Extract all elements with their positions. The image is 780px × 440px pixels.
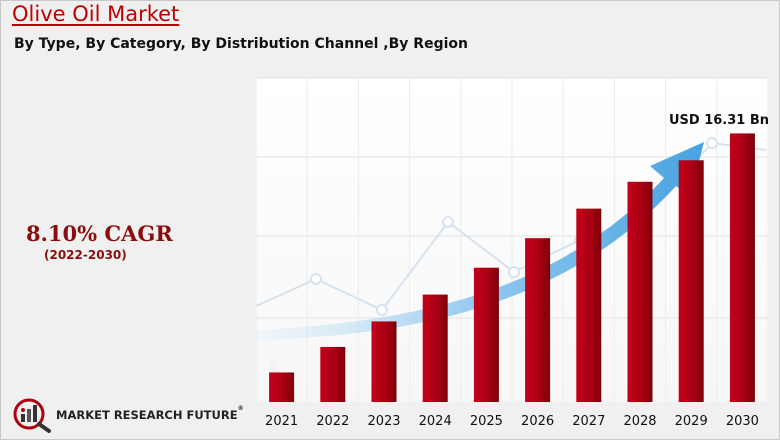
- bar-2023: [371, 321, 397, 402]
- chart-subtitle: By Type, By Category, By Distribution Ch…: [14, 36, 468, 52]
- bar-2025: [473, 267, 499, 402]
- bar-2024: [422, 294, 448, 402]
- bar-2026: [525, 238, 551, 402]
- ghost-marker: [706, 137, 718, 149]
- x-tick-label: 2023: [367, 414, 400, 429]
- x-tick-label: 2024: [419, 414, 452, 429]
- ghost-marker: [442, 216, 454, 228]
- bar-2021: [269, 372, 295, 402]
- bar-2030: [729, 133, 755, 402]
- x-tick-label: 2030: [726, 414, 759, 429]
- x-tick-label: 2029: [675, 414, 708, 429]
- ghost-marker: [508, 266, 520, 278]
- ghost-marker: [376, 304, 388, 316]
- x-tick-label: 2027: [572, 414, 605, 429]
- chart-title: Olive Oil Market: [12, 2, 180, 26]
- bar-2022: [320, 346, 346, 402]
- trademark-symbol: ®: [237, 405, 244, 412]
- x-tick-label: 2025: [470, 414, 503, 429]
- annotation-label: USD 16.31 Bn: [669, 113, 769, 128]
- brand-logo: MARKET RESEARCH FUTURE ®: [12, 395, 244, 435]
- x-tick-label: 2021: [265, 414, 298, 429]
- cagr-period: (2022-2030): [44, 248, 127, 262]
- ghost-marker: [310, 273, 322, 285]
- x-tick-label: 2028: [623, 414, 656, 429]
- bar-2028: [627, 181, 653, 402]
- bar-series: [269, 133, 755, 402]
- x-tick-label: 2026: [521, 414, 554, 429]
- magnifier-chart-icon: [13, 398, 51, 433]
- bar-2027: [576, 208, 602, 402]
- cagr-value: 8.10% CAGR: [26, 221, 173, 246]
- x-tick-label: 2022: [316, 414, 349, 429]
- bar-2029: [678, 160, 704, 402]
- x-tick-labels: 2021 2022 2023 2024 2025 2026 2027 2028 2029 2030: [265, 414, 759, 429]
- brand-name: MARKET RESEARCH FUTURE ®: [56, 405, 244, 422]
